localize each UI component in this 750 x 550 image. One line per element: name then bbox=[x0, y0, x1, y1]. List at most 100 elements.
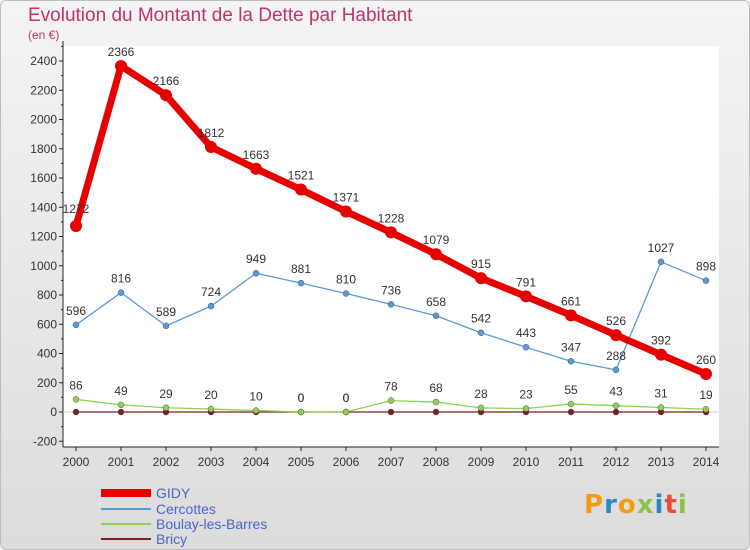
legend-label-boulay-les-barres: Boulay-les-Barres bbox=[156, 516, 267, 532]
data-label-gidy: 260 bbox=[696, 353, 716, 367]
data-label-bricy: 0 bbox=[343, 391, 350, 405]
data-point-cercottes bbox=[207, 302, 215, 310]
logo-letter: P bbox=[584, 490, 605, 520]
y-tick-label: 200 bbox=[37, 376, 57, 390]
x-tick-label: 2013 bbox=[648, 455, 675, 469]
x-tick-label: 2008 bbox=[423, 455, 450, 469]
data-label-cercottes: 881 bbox=[291, 262, 311, 276]
y-tick-label: 1800 bbox=[30, 142, 57, 156]
data-point-boulay-les-barres bbox=[162, 404, 170, 411]
x-tick-label: 2004 bbox=[243, 455, 270, 469]
data-label-boulay-les-barres: 86 bbox=[69, 378, 83, 392]
data-point-cercottes bbox=[252, 270, 260, 277]
logo-letter: i bbox=[654, 490, 665, 520]
data-label-gidy: 1371 bbox=[333, 190, 360, 204]
data-point-cercottes bbox=[297, 279, 305, 287]
x-tick-label: 2007 bbox=[378, 455, 405, 469]
data-label-gidy: 1812 bbox=[198, 126, 225, 140]
y-tick-label: 0 bbox=[50, 405, 57, 419]
data-point-boulay-les-barres bbox=[612, 402, 620, 409]
data-point-bricy bbox=[567, 408, 575, 416]
x-tick-label: 2006 bbox=[333, 455, 360, 469]
data-point-cercottes bbox=[612, 366, 620, 374]
data-point-gidy bbox=[115, 59, 127, 72]
data-point-gidy bbox=[70, 219, 82, 232]
data-point-boulay-les-barres bbox=[117, 401, 125, 409]
data-label-boulay-les-barres: 31 bbox=[654, 386, 668, 400]
data-point-boulay-les-barres bbox=[252, 407, 260, 414]
y-tick-label: 2400 bbox=[30, 54, 57, 68]
x-tick-label: 2002 bbox=[153, 455, 180, 469]
data-label-cercottes: 347 bbox=[561, 340, 581, 354]
data-label-cercottes: 724 bbox=[201, 285, 221, 299]
data-label-boulay-les-barres: 78 bbox=[384, 380, 398, 394]
data-point-boulay-les-barres bbox=[207, 405, 215, 413]
data-point-boulay-les-barres bbox=[432, 398, 440, 406]
data-point-boulay-les-barres bbox=[342, 408, 350, 416]
data-point-boulay-les-barres bbox=[657, 404, 665, 411]
data-point-bricy bbox=[612, 408, 620, 416]
data-point-gidy bbox=[160, 89, 172, 102]
data-point-gidy bbox=[430, 248, 442, 261]
legend-label-cercottes: Cercottes bbox=[156, 501, 216, 517]
data-point-gidy bbox=[610, 329, 622, 342]
data-point-cercottes bbox=[162, 322, 170, 330]
data-label-gidy: 791 bbox=[516, 275, 536, 289]
data-point-bricy bbox=[72, 408, 80, 416]
data-point-gidy bbox=[520, 290, 532, 303]
data-point-gidy bbox=[565, 309, 577, 322]
data-label-gidy: 526 bbox=[606, 314, 626, 328]
x-tick-label: 2001 bbox=[108, 455, 135, 469]
data-label-cercottes: 736 bbox=[381, 283, 401, 297]
data-point-gidy bbox=[385, 226, 397, 239]
data-point-gidy bbox=[205, 140, 217, 153]
data-point-gidy bbox=[340, 205, 352, 218]
y-tick-label: -200 bbox=[33, 434, 57, 448]
data-point-boulay-les-barres bbox=[567, 400, 575, 408]
data-label-boulay-les-barres: 10 bbox=[249, 390, 263, 404]
x-tick-label: 2011 bbox=[558, 455, 584, 469]
logo-letter: x bbox=[636, 490, 655, 520]
data-point-boulay-les-barres bbox=[72, 396, 80, 403]
data-label-gidy: 1272 bbox=[63, 202, 90, 216]
data-label-boulay-les-barres: 20 bbox=[204, 388, 218, 402]
data-label-gidy: 392 bbox=[651, 334, 671, 348]
data-point-bricy bbox=[432, 408, 440, 416]
logo-letter: i bbox=[677, 490, 688, 520]
x-tick-label: 2005 bbox=[288, 455, 315, 469]
data-label-boulay-les-barres: 28 bbox=[474, 387, 488, 401]
data-label-boulay-les-barres: 0 bbox=[298, 391, 305, 405]
data-point-cercottes bbox=[702, 277, 710, 284]
data-label-gidy: 1228 bbox=[378, 211, 405, 225]
logo-letter: r bbox=[604, 490, 618, 520]
y-tick-label: 1400 bbox=[30, 200, 57, 214]
data-point-cercottes bbox=[117, 289, 125, 296]
data-label-gidy: 1521 bbox=[288, 169, 315, 183]
data-label-gidy: 1663 bbox=[243, 148, 270, 162]
data-point-cercottes bbox=[72, 321, 80, 329]
data-label-boulay-les-barres: 49 bbox=[114, 384, 128, 398]
y-tick-label: 1000 bbox=[30, 259, 57, 273]
data-label-boulay-les-barres: 29 bbox=[159, 387, 173, 401]
x-tick-label: 2010 bbox=[513, 455, 540, 469]
chart-title: Evolution du Montant de la Dette par Hab… bbox=[28, 5, 413, 26]
y-tick-label: 2200 bbox=[30, 83, 57, 97]
y-tick-label: 600 bbox=[37, 317, 57, 331]
data-point-bricy bbox=[387, 408, 395, 416]
y-tick-label: 1600 bbox=[30, 171, 57, 185]
data-label-boulay-les-barres: 43 bbox=[609, 385, 623, 399]
data-point-cercottes bbox=[342, 290, 350, 297]
data-point-boulay-les-barres bbox=[387, 397, 395, 404]
x-tick-label: 2000 bbox=[63, 455, 90, 469]
data-label-boulay-les-barres: 55 bbox=[564, 383, 578, 397]
chart-subtitle: (en €) bbox=[28, 28, 60, 42]
data-label-cercottes: 542 bbox=[471, 312, 491, 326]
data-point-cercottes bbox=[657, 258, 665, 266]
data-label-cercottes: 810 bbox=[336, 273, 356, 287]
data-label-cercottes: 589 bbox=[156, 305, 176, 319]
data-label-gidy: 1079 bbox=[423, 233, 450, 247]
x-tick-label: 2014 bbox=[693, 455, 720, 469]
data-point-gidy bbox=[250, 162, 262, 175]
y-tick-label: 800 bbox=[37, 288, 57, 302]
